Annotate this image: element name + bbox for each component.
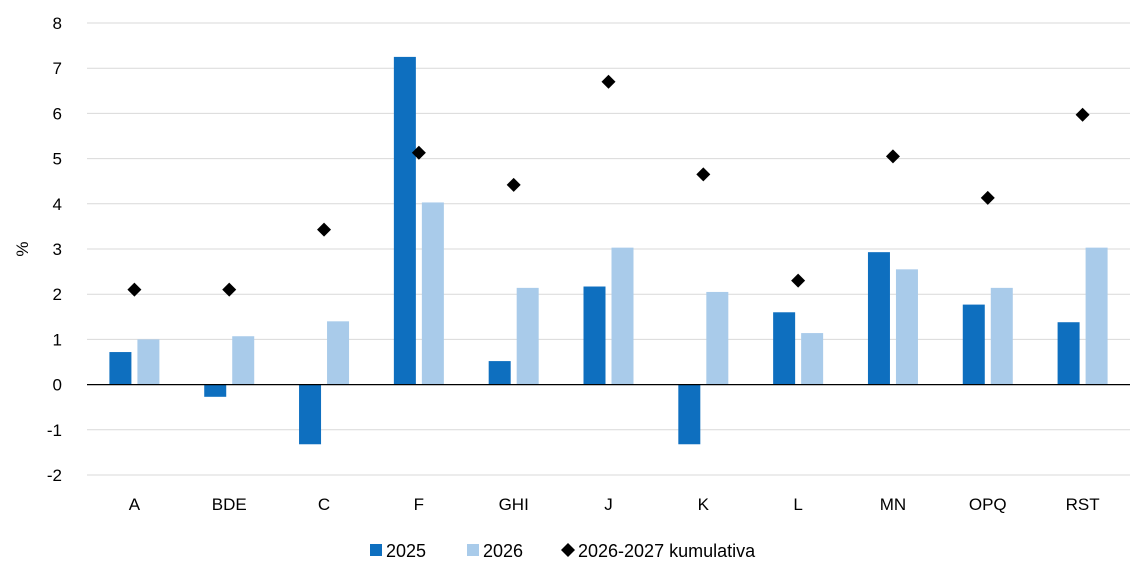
- bar-2026-A: [137, 339, 160, 385]
- bar-2025-F: [393, 56, 416, 385]
- legend-item-2025: 2025: [370, 541, 426, 561]
- marker-F: [411, 145, 426, 160]
- x-tick-label: MN: [880, 495, 906, 514]
- y-tick-label: 8: [53, 14, 62, 33]
- y-axis-tick-labels: -2 -1 0 1 2 3 4 5 6 7 8: [47, 14, 62, 485]
- marker-A: [127, 282, 142, 297]
- gridlines: [87, 22, 1130, 476]
- bar-2026-RST: [1085, 247, 1108, 385]
- marker-C: [317, 222, 332, 237]
- legend-swatch: [370, 544, 382, 556]
- marker-L: [791, 273, 806, 288]
- x-tick-label: K: [698, 495, 710, 514]
- x-tick-label: OPQ: [969, 495, 1007, 514]
- bar-2025-BDE: [204, 384, 227, 397]
- bar-2026-K: [706, 291, 729, 385]
- x-tick-label: A: [129, 495, 141, 514]
- legend-label: 2026: [483, 541, 523, 561]
- legend-swatch: [561, 543, 575, 557]
- y-tick-label: 6: [53, 104, 62, 123]
- y-tick-label: 7: [53, 59, 62, 78]
- bar-2026-MN: [895, 269, 918, 385]
- y-tick-label: 0: [53, 376, 62, 395]
- bar-2026-GHI: [516, 287, 539, 385]
- y-tick-label: -2: [47, 466, 62, 485]
- legend-swatch: [467, 544, 479, 556]
- bar-2025-RST: [1057, 322, 1080, 385]
- legend-label: 2026-2027 kumulativa: [578, 541, 756, 561]
- bar-2025-C: [299, 384, 322, 445]
- x-tick-label: C: [318, 495, 330, 514]
- y-tick-label: 1: [53, 330, 62, 349]
- x-tick-label: RST: [1066, 495, 1100, 514]
- bar-2026-OPQ: [990, 287, 1013, 385]
- y-axis-title: %: [13, 241, 32, 256]
- bar-2025-L: [773, 312, 796, 385]
- bar-2026-J: [611, 247, 634, 385]
- y-tick-label: 2: [53, 285, 62, 304]
- legend: 2025 2026 2026-2027 kumulativa: [370, 541, 756, 561]
- x-axis-tick-labels: A BDE C F GHI J K L MN OPQ RST: [129, 495, 1100, 514]
- marker-BDE: [222, 282, 237, 297]
- bar-2026-BDE: [232, 336, 255, 385]
- marker-K: [696, 167, 711, 182]
- bar-2025-MN: [867, 252, 890, 385]
- bar-2026-L: [801, 333, 824, 385]
- marker-J: [601, 74, 616, 89]
- y-tick-label: 4: [53, 195, 62, 214]
- bar-2025-J: [583, 286, 606, 385]
- y-tick-label: 3: [53, 240, 62, 259]
- marker-OPQ: [980, 190, 995, 205]
- marker-RST: [1075, 107, 1090, 122]
- x-tick-label: BDE: [212, 495, 247, 514]
- bar-2025-A: [109, 352, 132, 385]
- legend-label: 2025: [386, 541, 426, 561]
- bar-2025-K: [678, 384, 701, 445]
- legend-item-2026: 2026: [467, 541, 523, 561]
- x-tick-label: J: [604, 495, 613, 514]
- marker-MN: [885, 149, 900, 164]
- y-tick-label: 5: [53, 150, 62, 169]
- x-tick-label: GHI: [499, 495, 529, 514]
- bars: [109, 56, 1108, 445]
- bar-2025-GHI: [488, 361, 511, 385]
- bar-2026-C: [327, 321, 350, 385]
- marker-GHI: [506, 177, 521, 192]
- legend-item-2026-2027 kumulativa: 2026-2027 kumulativa: [561, 541, 756, 561]
- x-tick-label: L: [793, 495, 802, 514]
- bar-2026-F: [421, 202, 444, 385]
- y-tick-label: -1: [47, 421, 62, 440]
- markers: [127, 74, 1090, 297]
- bar-2025-OPQ: [962, 304, 985, 385]
- x-tick-label: F: [414, 495, 424, 514]
